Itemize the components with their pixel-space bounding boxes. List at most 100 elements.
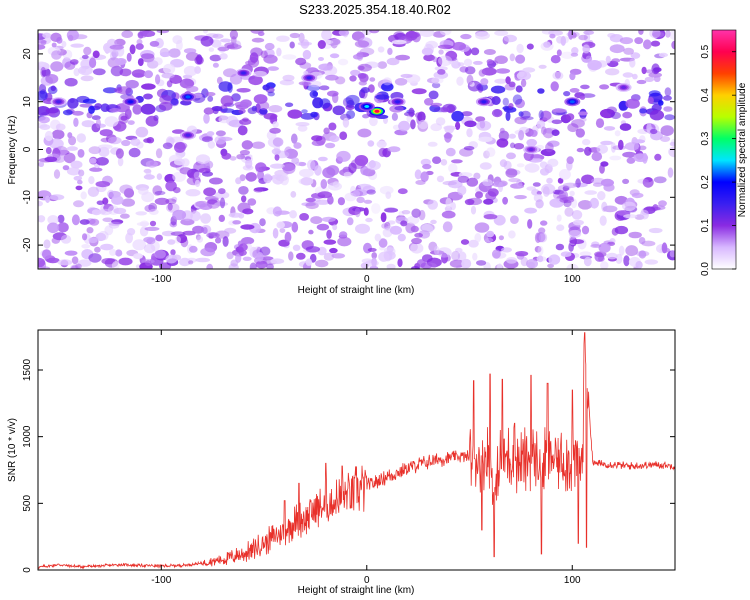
spectrogram-cell: [339, 231, 348, 239]
spectrogram-cell: [384, 221, 391, 230]
spectrogram-cell: [129, 44, 136, 55]
spectrogram-cell: [50, 61, 64, 72]
spectrogram-cell: [247, 107, 257, 115]
spectrogram-cell: [538, 110, 544, 120]
spectrogram-cell: [457, 185, 467, 196]
spectrogram-cell: [174, 141, 186, 153]
spectrogram-y-label: Frequency (Hz): [7, 116, 18, 185]
spectrogram-cell: [143, 243, 156, 254]
spectrogram-cell: [327, 182, 342, 191]
spectrogram-cell: [149, 40, 160, 47]
spectrogram-cell: [619, 37, 634, 45]
spectrogram-cell: [600, 140, 613, 146]
spectrogram-cell: [249, 52, 259, 63]
spectrogram-cell: [64, 250, 78, 256]
spectrogram-cell: [88, 237, 98, 244]
spectrogram-cell: [568, 229, 582, 238]
spectrogram-cell: [520, 110, 531, 119]
spectrogram-cell: [376, 140, 387, 148]
spectrogram-cell: [207, 95, 214, 102]
spectrogram-cell: [427, 199, 439, 210]
spectrogram-peak: [306, 76, 312, 80]
spectrogram-cell: [98, 208, 112, 216]
spectrogram-cell: [484, 237, 494, 243]
y-tick-label: -10: [22, 190, 33, 205]
spectrogram-cell: [284, 231, 292, 243]
spectrogram-cell: [464, 66, 476, 75]
spectrogram-cell: [637, 128, 650, 134]
spectrogram-cell: [508, 81, 516, 88]
spectrogram-cell: [367, 247, 377, 252]
spectrogram-cell: [207, 140, 216, 149]
spectrogram-cell: [658, 200, 667, 207]
spectrogram-cell: [552, 71, 564, 80]
spectrogram-x-label: Height of straight line (km): [298, 285, 415, 296]
spectrogram-cell: [241, 237, 255, 245]
spectrogram-cell: [374, 233, 382, 242]
spectrogram-cell: [49, 194, 65, 201]
colorbar-frame: [711, 29, 737, 270]
spectrogram-cell: [305, 201, 319, 210]
spectrogram-cell: [233, 40, 242, 49]
spectrogram-cell: [425, 40, 439, 49]
spectrogram-cell: [147, 60, 159, 69]
spectrogram-peak: [528, 148, 534, 151]
y-tick-label: 1500: [22, 358, 33, 381]
spectrogram-cell: [318, 63, 333, 71]
spectrogram-cell: [71, 256, 79, 265]
spectrogram-cell: [282, 54, 297, 60]
spectrogram-cell: [70, 43, 84, 48]
spectrogram-cell: [360, 87, 370, 94]
spectrogram-cell: [437, 69, 446, 75]
spectrogram-cell: [88, 105, 95, 114]
spectrogram-cell: [506, 257, 518, 264]
spectrogram-cell: [569, 88, 580, 93]
spectrogram-cell: [64, 77, 78, 87]
spectrogram-cell: [579, 117, 587, 122]
spectrogram-cell: [515, 85, 523, 93]
snr-series-line: [38, 332, 675, 570]
spectrogram-cell: [44, 130, 54, 142]
spectrogram-cell: [444, 132, 452, 143]
spectrogram-cell: [350, 69, 361, 76]
spectrogram-cell: [86, 227, 94, 234]
spectrogram-cell: [107, 136, 122, 145]
spectrogram-cell: [389, 225, 402, 235]
spectrogram-cell: [329, 53, 340, 59]
spectrogram-cell: [229, 156, 237, 161]
spectrogram-cell: [71, 214, 80, 226]
spectrogram-cell: [38, 106, 50, 116]
spectrogram-cell: [192, 225, 205, 234]
spectrogram-cell: [291, 133, 298, 144]
spectrogram-peak: [364, 105, 370, 108]
x-tick-label: 100: [564, 575, 581, 586]
spectrogram-cell: [466, 128, 473, 138]
spectrogram-cell: [102, 217, 114, 223]
spectrogram-cell: [414, 169, 422, 180]
spectrogram-cell: [309, 80, 322, 88]
spectrogram-cell: [203, 30, 208, 34]
spectrogram-cell: [130, 138, 141, 147]
spectrogram-cell: [75, 185, 83, 191]
spectrogram-cell: [206, 232, 220, 239]
spectrogram-cell: [167, 202, 173, 211]
spectrogram-cell: [671, 40, 675, 50]
spectrogram-cell: [154, 249, 166, 259]
spectrogram-cell: [491, 109, 503, 118]
spectrogram-cell: [564, 207, 574, 217]
spectrogram-cell: [386, 263, 396, 269]
spectrogram-cell: [89, 167, 103, 172]
spectrogram-cell: [47, 215, 59, 225]
spectrogram-cell: [66, 146, 78, 151]
spectrogram-cell: [601, 201, 608, 212]
spectrogram-cell: [120, 213, 130, 219]
spectrogram-cell: [526, 43, 534, 50]
spectrogram-cell: [556, 214, 562, 222]
spectrogram-cell: [180, 218, 195, 226]
spectrogram-cell: [115, 249, 123, 257]
spectrogram-cell: [518, 130, 525, 141]
spectrogram-cell: [308, 229, 314, 235]
spectrogram-cell: [483, 49, 496, 55]
spectrogram-cell: [160, 51, 171, 58]
spectrogram-cell: [289, 32, 301, 39]
